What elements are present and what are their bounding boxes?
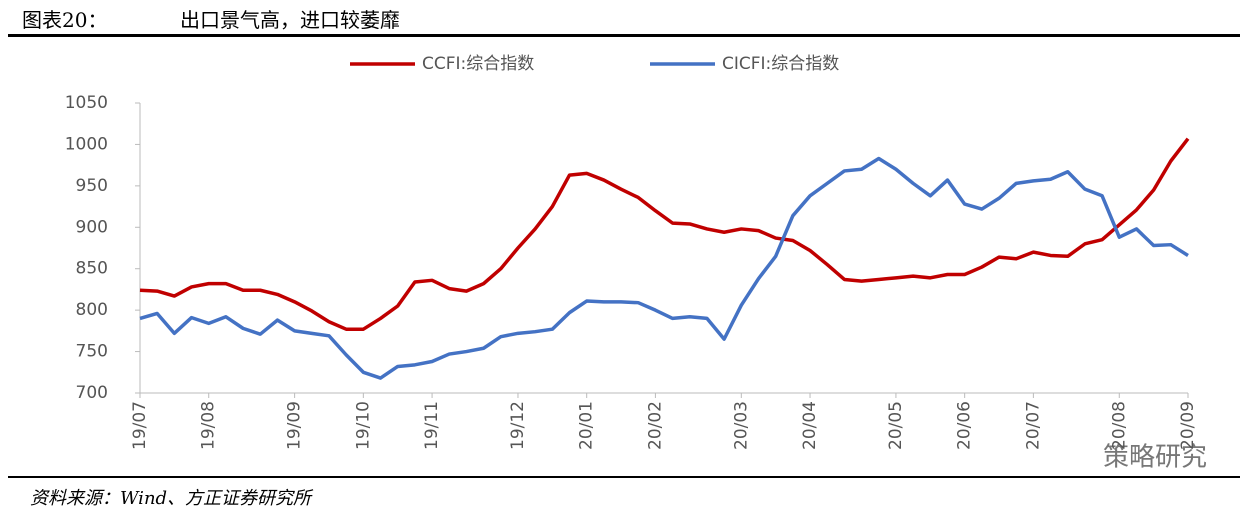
y-tick-label: 900: [76, 217, 108, 237]
figure-label: 图表20：: [22, 8, 108, 32]
x-tick-label: 19/12: [508, 401, 528, 450]
y-tick-label: 800: [76, 300, 108, 320]
y-tick-label: 750: [76, 342, 108, 362]
legend-label: CCFI:综合指数: [422, 54, 534, 74]
x-tick-label: 20/03: [731, 401, 751, 450]
x-tick-label: 20/04: [800, 401, 820, 450]
x-tick-label: 20/05: [886, 401, 906, 450]
series-line: [139, 156, 1189, 380]
x-tick-label: 19/07: [130, 401, 150, 450]
y-tick-label: 1000: [65, 134, 108, 154]
footer-rule: [8, 476, 1240, 478]
x-tick-label: 19/09: [285, 401, 305, 450]
x-tick-label: 20/06: [955, 401, 975, 450]
x-tick-label: 19/08: [199, 401, 219, 450]
y-tick-label: 850: [76, 259, 108, 279]
y-tick-label: 950: [76, 176, 108, 196]
y-tick-label: 1050: [65, 93, 108, 113]
watermark: 策略研究: [1103, 443, 1207, 473]
x-tick-label: 20/08: [1109, 401, 1129, 450]
x-tick-label: 19/11: [422, 401, 442, 450]
y-tick-label: 700: [76, 383, 108, 403]
x-tick-label: 20/09: [1178, 401, 1198, 450]
source-note: 资料来源：Wind、方正证券研究所: [30, 488, 312, 509]
figure-title: 出口景气高，进口较萎靡: [180, 8, 400, 32]
legend-label: CICFI:综合指数: [722, 54, 839, 74]
x-tick-label: 19/10: [353, 401, 373, 450]
header: 图表20： 出口景气高，进口较萎靡: [22, 4, 400, 33]
series-line: [139, 137, 1190, 331]
x-tick-label: 20/02: [645, 401, 665, 450]
x-tick-label: 20/07: [1023, 401, 1043, 450]
x-tick-label: 20/01: [577, 401, 597, 450]
header-rule: [8, 34, 1240, 37]
